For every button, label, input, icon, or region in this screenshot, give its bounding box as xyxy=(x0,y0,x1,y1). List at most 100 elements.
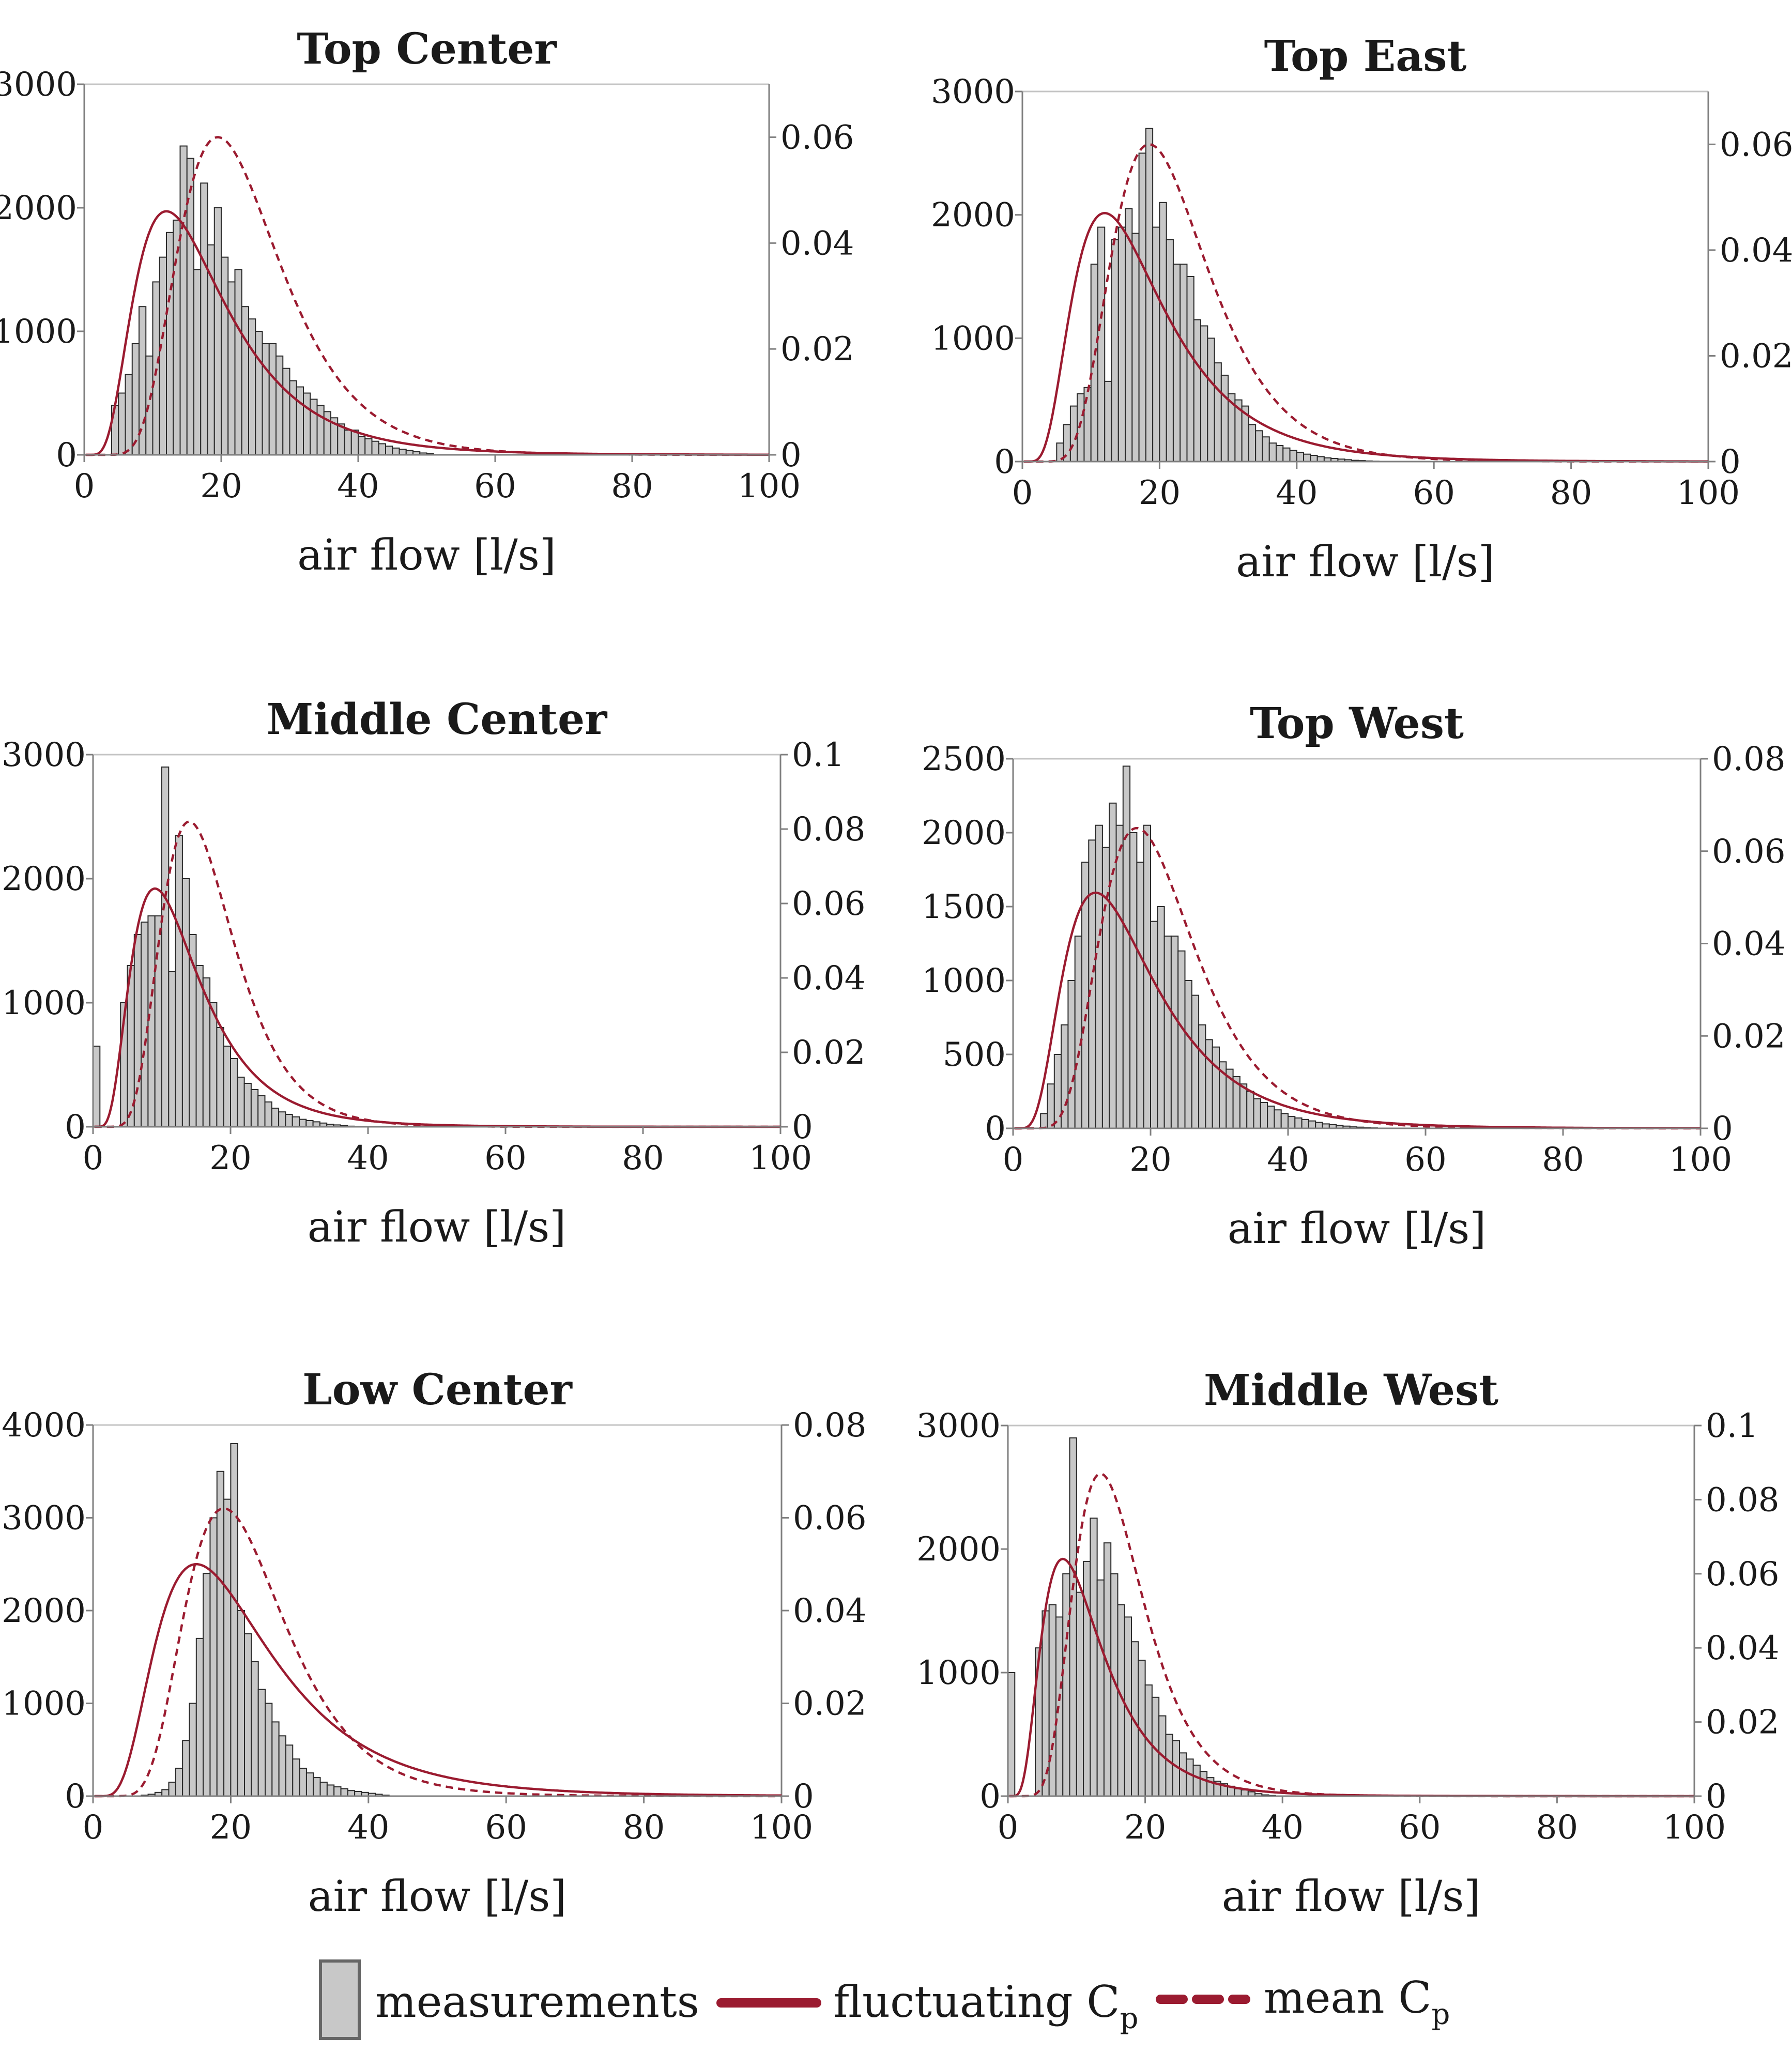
chart-panel-1: 0 20 40 60 80 100010002000300000.020.040.06To… xyxy=(0,24,854,580)
histogram-bar xyxy=(299,1768,307,1797)
x-axis-label: air flow [l/s] xyxy=(1236,538,1495,587)
histogram-bar xyxy=(168,1782,176,1797)
histogram-bar xyxy=(1315,1122,1323,1129)
histogram-bar xyxy=(1199,1771,1208,1797)
histogram-bar xyxy=(1163,936,1172,1129)
y-right-tick-label: 0.02 xyxy=(1712,1017,1786,1055)
y-right-tick-label: 0.08 xyxy=(1706,1481,1780,1519)
y-left-tick-label: 0 xyxy=(65,1778,86,1816)
histogram-bar xyxy=(227,281,236,456)
histogram-bar xyxy=(268,343,277,456)
histogram-bar xyxy=(1268,442,1277,463)
y-left-tick-label: 3000 xyxy=(931,73,1015,111)
histogram-bar xyxy=(1212,1046,1220,1129)
histogram-bar xyxy=(173,219,181,455)
histogram-bar xyxy=(1062,1573,1070,1797)
legend-measurements-label: measurements xyxy=(375,1977,699,2027)
histogram-bar xyxy=(344,430,352,456)
histogram-bar xyxy=(1157,906,1165,1129)
histogram-bar xyxy=(1152,226,1160,462)
x-tick-label: 80 xyxy=(1536,1809,1578,1847)
y-left-tick-label: 3000 xyxy=(916,1407,1001,1445)
x-tick-label: 100 xyxy=(1669,1141,1732,1179)
histogram-bar xyxy=(1267,1106,1275,1129)
y-right-tick-label: 0.04 xyxy=(1712,925,1786,963)
histogram-bar xyxy=(175,1768,183,1797)
histogram-bar xyxy=(1255,430,1263,462)
x-tick-label: 100 xyxy=(1663,1809,1726,1847)
histogram-bar xyxy=(1192,1765,1201,1797)
x-tick-label: 60 xyxy=(484,1139,526,1177)
y-right-tick-label: 0.04 xyxy=(1720,232,1792,270)
histogram-bar xyxy=(1198,1024,1206,1129)
y-left-tick-label: 3000 xyxy=(2,736,86,774)
histogram-bar xyxy=(1007,1672,1016,1797)
histogram-bar xyxy=(285,1114,293,1127)
histogram-bar xyxy=(282,367,290,456)
histogram-bar xyxy=(141,922,149,1127)
y-right-tick-label: 0.08 xyxy=(1712,740,1786,778)
histogram-bar xyxy=(216,1470,225,1797)
y-right-tick-label: 0.1 xyxy=(792,736,845,774)
histogram-bar xyxy=(230,1058,238,1127)
histogram-bar xyxy=(179,145,188,455)
histogram-bar xyxy=(159,256,167,455)
histogram-bar xyxy=(1289,450,1297,463)
histogram-bar xyxy=(1180,264,1188,462)
y-left-tick-label: 2000 xyxy=(922,814,1006,852)
chart-panel-3: 0 20 40 60 80 100010002000300000.020.040.060.… xyxy=(2,695,865,1252)
histogram-bar xyxy=(1053,1054,1062,1129)
y-left-tick-label: 2000 xyxy=(0,189,77,227)
histogram-bar xyxy=(1275,445,1284,462)
histogram-bar xyxy=(292,1758,300,1797)
histogram-bar xyxy=(131,343,140,456)
histogram-bar xyxy=(378,443,386,455)
histogram-bar xyxy=(166,232,174,455)
y-left-tick-label: 3000 xyxy=(2,1499,86,1538)
y-left-tick-label: 0 xyxy=(979,1778,1001,1816)
histogram-bar xyxy=(193,269,202,455)
y-right-tick-label: 0.08 xyxy=(793,1406,867,1445)
x-tick-label: 80 xyxy=(622,1139,664,1177)
histogram-bar xyxy=(1117,226,1126,462)
histogram-bar xyxy=(310,399,318,456)
x-tick-label: 0 xyxy=(1012,474,1033,512)
y-left-tick-label: 1000 xyxy=(931,319,1015,358)
histogram-bar xyxy=(175,835,183,1127)
y-left-tick-label: 0 xyxy=(65,1108,86,1146)
histogram-bar xyxy=(255,331,263,455)
x-tick-label: 60 xyxy=(474,467,516,505)
histogram-bar xyxy=(1191,994,1200,1129)
histogram-bar xyxy=(278,1111,286,1127)
histogram-bar xyxy=(1095,824,1103,1129)
histogram-bar xyxy=(1165,1734,1173,1797)
histogram-bar xyxy=(1246,1091,1254,1129)
y-left-tick-label: 2500 xyxy=(922,740,1006,778)
histogram-bar xyxy=(1136,862,1144,1129)
y-right-tick-label: 0.06 xyxy=(792,885,866,923)
y-right-tick-label: 0.02 xyxy=(792,1034,866,1072)
y-left-tick-label: 4000 xyxy=(2,1406,86,1445)
histogram-bar xyxy=(299,1119,307,1128)
x-tick-label: 40 xyxy=(347,1139,389,1177)
chart-panel-5: 0 20 40 60 80 1000100020003000400000.020.040.… xyxy=(2,1365,866,1921)
chart-panel-2: 0 20 40 60 80 100010002000300000.020.040.06To… xyxy=(931,32,1792,587)
histogram-bar xyxy=(216,1027,224,1127)
histogram-bar xyxy=(209,1002,218,1127)
y-left-tick-label: 1000 xyxy=(916,1654,1001,1692)
histogram-bar xyxy=(213,207,222,455)
y-right-tick-label: 0.06 xyxy=(1720,126,1792,164)
histogram-bar xyxy=(1280,1113,1289,1129)
histogram-bar xyxy=(1048,1604,1056,1797)
histogram-bar xyxy=(1097,226,1106,462)
histogram-bar xyxy=(358,436,366,456)
legend: measurements fluctuating Cp mean Cp xyxy=(319,1959,1450,2040)
histogram-bar xyxy=(1090,1518,1098,1797)
histogram-bar xyxy=(371,440,379,456)
histogram-bar xyxy=(278,1735,286,1797)
x-tick-label: 100 xyxy=(750,1809,813,1847)
chart-title: Middle Center xyxy=(267,695,608,744)
y-left-tick-label: 1000 xyxy=(2,984,86,1022)
chart-title: Low Center xyxy=(302,1365,573,1415)
histogram-bar xyxy=(1096,1579,1105,1797)
